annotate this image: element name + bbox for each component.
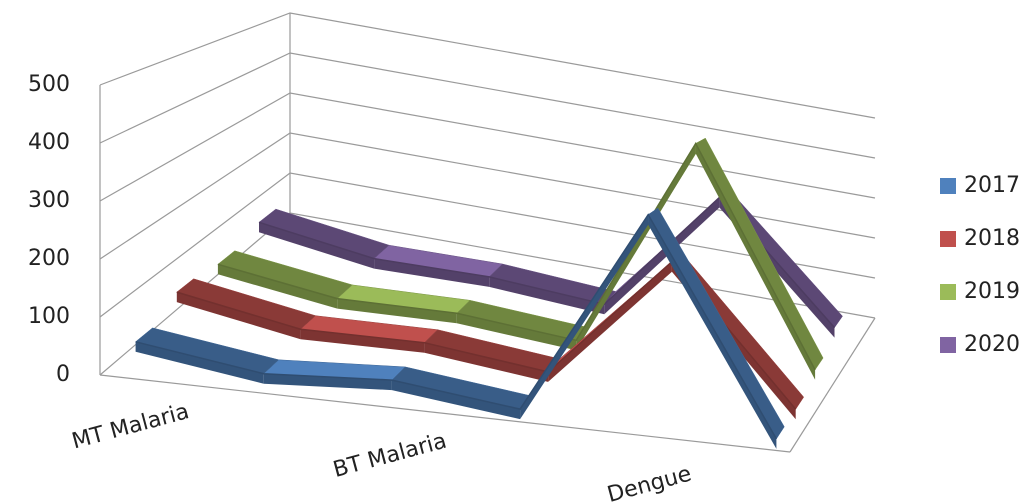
series (217, 137, 824, 380)
x-tick-label: Dengue (605, 462, 694, 502)
ribbon-edge (391, 380, 521, 420)
y-tick-label: 400 (28, 130, 70, 155)
y-tick-label: 0 (56, 362, 70, 387)
grid-line (99, 92, 876, 202)
grid-line (99, 12, 876, 119)
legend-swatch (940, 231, 956, 247)
ribbon-edge (263, 373, 392, 391)
ribbon-edge (300, 329, 425, 353)
ribbon-edge (374, 258, 490, 287)
ribbon-edge (489, 276, 605, 315)
ribbon-edge (424, 342, 549, 382)
axis-edge (99, 374, 791, 453)
ribbon-edge (456, 313, 577, 351)
ribbon-edge (217, 264, 338, 309)
y-tick-label: 200 (28, 246, 70, 271)
y-tick-label: 500 (28, 72, 70, 97)
series-line (217, 141, 816, 371)
y-tick-label: 300 (28, 188, 70, 213)
ribbon-edge (648, 214, 777, 449)
axis-edge (789, 317, 876, 453)
grid-line (99, 52, 876, 159)
y-tick-label: 100 (28, 304, 70, 329)
ribbon-edge (520, 214, 649, 420)
series (135, 207, 785, 449)
legend-swatch (940, 337, 956, 353)
x-tick-label: MT Malaria (69, 399, 191, 454)
ribbon-edge (337, 298, 457, 324)
ribbon-edge (695, 143, 816, 380)
legend-swatch (940, 178, 956, 194)
ribbon-edge (176, 292, 301, 340)
legend-label: 2019 (964, 279, 1020, 304)
ribbon-edge (548, 261, 672, 382)
ribbon-edge (604, 197, 720, 315)
ribbon-edge (259, 222, 375, 269)
legend-label: 2017 (964, 173, 1020, 198)
legend-label: 2020 (964, 332, 1020, 357)
ribbon-edge (576, 143, 696, 351)
series-line (135, 213, 778, 440)
legend-label: 2018 (964, 226, 1020, 251)
x-tick-label: BT Malaria (331, 429, 450, 483)
legend-swatch (940, 284, 956, 300)
ribbon-edge (135, 341, 264, 384)
